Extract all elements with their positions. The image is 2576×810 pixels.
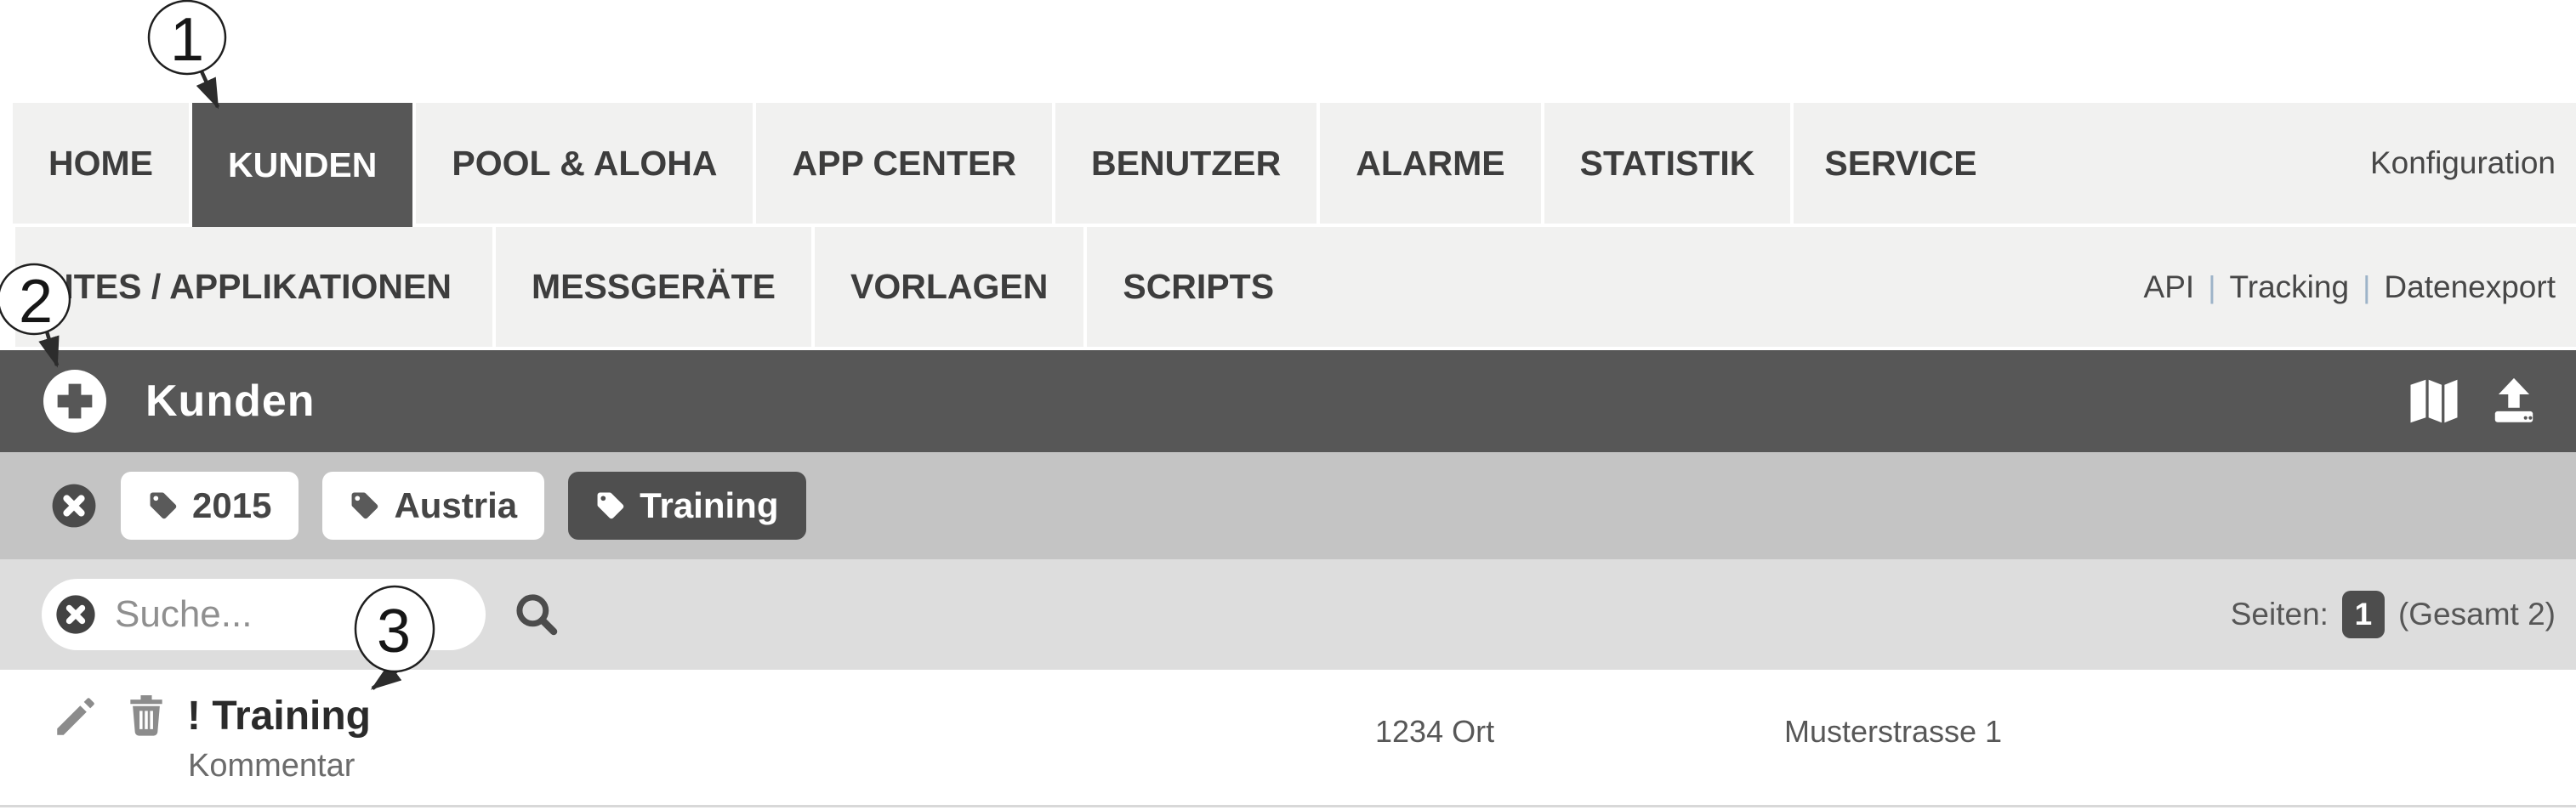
nav-item-kunden[interactable]: KUNDEN — [192, 103, 413, 227]
nav-item-app-center[interactable]: APP CENTER — [756, 103, 1053, 224]
link-separator: | — [2208, 269, 2216, 304]
nav-item-sites-applikationen[interactable]: SITES / APPLIKATIONEN — [15, 227, 492, 347]
datenexport-link[interactable]: Datenexport — [2384, 269, 2556, 304]
nav-item-benutzer[interactable]: BENUTZER — [1055, 103, 1317, 224]
clear-search-icon[interactable] — [55, 594, 96, 635]
nav-item-alarme[interactable]: ALARME — [1320, 103, 1541, 224]
page-header-bar: Kunden — [0, 350, 2576, 452]
callout-1-circle — [147, 0, 227, 76]
secondary-right-links: API | Tracking | Datenexport — [2144, 269, 2556, 305]
pages-total-label: (Gesamt 2) — [2397, 597, 2556, 632]
tracking-link[interactable]: Tracking — [2229, 269, 2350, 304]
upload-icon[interactable] — [2488, 375, 2540, 428]
nav-item-scripts[interactable]: SCRIPTS — [1123, 267, 1275, 306]
nav-segment-scripts: SCRIPTS API | Tracking | Datenexport — [1087, 227, 2576, 347]
filter-bar: 2015 Austria Training — [0, 452, 2576, 559]
nav-item-statistik[interactable]: STATISTIK — [1544, 103, 1791, 224]
search-bar: Seiten: 1 (Gesamt 2) — [0, 559, 2576, 670]
customer-row: ! Training Kommentar 1234 Ort Musterstra… — [0, 670, 2576, 807]
callout-1-arrow — [196, 71, 220, 110]
page-title: Kunden — [145, 377, 316, 426]
filter-tag-training[interactable]: Training — [568, 472, 806, 540]
tag-icon — [351, 492, 378, 519]
primary-nav: HOME KUNDEN POOL & ALOHA APP CENTER BENU… — [0, 103, 2576, 227]
filter-tag-label: Austria — [394, 485, 518, 525]
search-icon[interactable] — [513, 591, 560, 638]
nav-item-home[interactable]: HOME — [13, 103, 189, 224]
search-field[interactable] — [42, 579, 486, 650]
nav-segment-service: SERVICE Konfiguration — [1794, 103, 2576, 224]
edit-icon[interactable] — [51, 692, 100, 741]
add-customer-icon[interactable] — [43, 370, 106, 433]
customer-street: Musterstrasse 1 — [1784, 714, 2003, 749]
tag-icon — [150, 492, 177, 519]
trash-icon[interactable] — [122, 690, 170, 741]
customer-postal-city: 1234 Ort — [1375, 714, 1495, 749]
nav-item-vorlagen[interactable]: VORLAGEN — [814, 227, 1084, 347]
callout-1-number: 1 — [170, 6, 204, 74]
nav-item-pool-aloha[interactable]: POOL & ALOHA — [416, 103, 753, 224]
api-link[interactable]: API — [2143, 269, 2195, 304]
secondary-nav: SITES / APPLIKATIONEN MESSGERÄTE VORLAGE… — [0, 227, 2576, 347]
clear-filters-icon[interactable] — [51, 483, 97, 529]
tag-icon — [597, 492, 624, 519]
filter-tag-label: 2015 — [192, 485, 272, 525]
map-icon[interactable] — [2406, 373, 2462, 429]
filter-tag-label: Training — [640, 485, 779, 525]
link-separator: | — [2363, 269, 2371, 304]
nav-item-service[interactable]: SERVICE — [1824, 143, 1977, 183]
konfiguration-link[interactable]: Konfiguration — [2369, 145, 2556, 180]
pages-label: Seiten: — [2230, 597, 2329, 632]
search-input[interactable] — [113, 592, 440, 637]
pagination: Seiten: 1 (Gesamt 2) — [2231, 591, 2556, 638]
customer-comment: Kommentar — [188, 748, 355, 784]
nav-item-messgeraete[interactable]: MESSGERÄTE — [495, 227, 811, 347]
customer-name-link[interactable]: ! Training — [187, 694, 371, 739]
filter-tag-austria[interactable]: Austria — [322, 472, 545, 540]
current-page-badge[interactable]: 1 — [2341, 591, 2385, 638]
filter-tag-2015[interactable]: 2015 — [121, 472, 299, 540]
